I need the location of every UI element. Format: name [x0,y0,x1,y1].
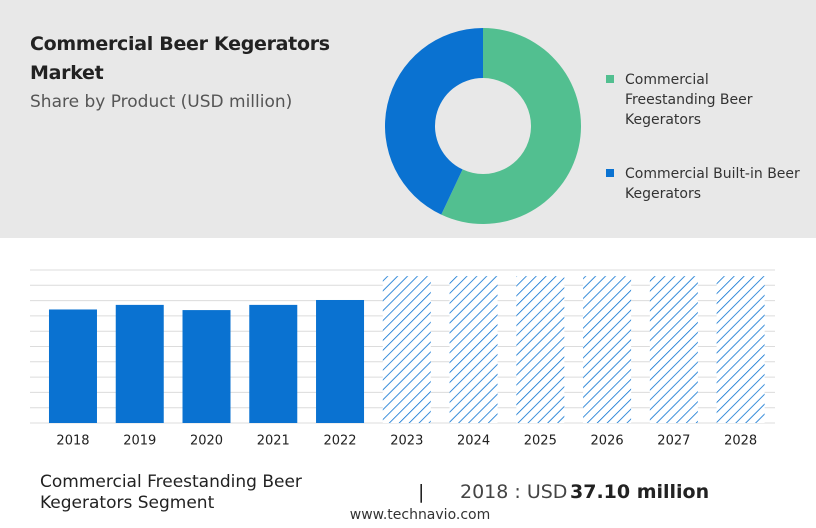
x-tick-label: 2022 [323,434,356,449]
donut-segment [384,27,483,215]
bar [382,276,431,423]
x-tick-label: 2024 [457,434,490,449]
title: Commercial Beer Kegerators Market [30,33,330,84]
x-tick-label: 2023 [390,434,423,449]
x-tick-label: 2020 [190,434,223,449]
legend-label: Commercial Built-in Beer Kegerators [625,166,800,202]
bar [449,276,498,423]
x-tick-label: 2026 [591,434,624,449]
subtitle: Share by Product (USD million) [30,92,293,112]
bar [48,309,97,423]
year-label: 2018 : USD [460,481,568,503]
x-tick-label: 2021 [257,434,290,449]
bar [583,276,632,423]
x-tick-label: 2019 [123,434,156,449]
bar [115,304,164,423]
x-tick-label: 2028 [724,434,757,449]
donut-segment [441,28,581,224]
x-tick-label: 2027 [657,434,690,449]
separator: | [418,481,425,503]
website: www.technavio.com [349,507,491,523]
value-label: 37.10 million [570,481,710,503]
segment-label: Commercial Freestanding Beer Kegerators … [40,472,302,513]
bar [516,276,565,423]
legend-swatch [606,169,614,177]
x-tick-label: 2018 [56,434,89,449]
legend-swatch [606,75,614,83]
bar [716,276,765,423]
bar [182,310,231,423]
bar [649,276,698,423]
bar [316,299,365,423]
legend-label: Commercial Freestanding Beer Kegerators [625,72,753,128]
x-tick-label: 2025 [524,434,557,449]
bar [249,304,298,423]
